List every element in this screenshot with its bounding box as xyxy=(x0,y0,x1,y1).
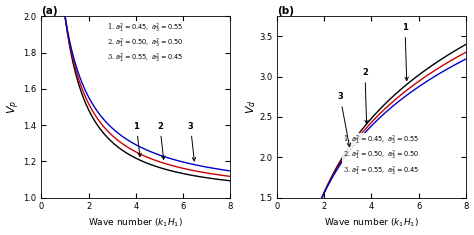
Text: 1: 1 xyxy=(133,122,141,157)
Y-axis label: $V_d$: $V_d$ xyxy=(244,100,258,114)
Text: 3: 3 xyxy=(337,92,351,147)
Y-axis label: $V_p$: $V_p$ xyxy=(6,100,22,114)
X-axis label: Wave number ($k_1H_1$): Wave number ($k_1H_1$) xyxy=(324,217,419,229)
Text: 1. $a_1^{2}=0.45,\ a_3^{2}=0.55$
2. $a_1^{2}=0.50,\ a_3^{2}=0.50$
3. $a_1^{2}=0.: 1. $a_1^{2}=0.45,\ a_3^{2}=0.55$ 2. $a_1… xyxy=(108,22,184,65)
Text: (b): (b) xyxy=(277,6,294,16)
X-axis label: Wave number ($k_1H_1$): Wave number ($k_1H_1$) xyxy=(88,217,183,229)
Text: 1: 1 xyxy=(402,23,408,81)
Text: 1. $a_1^{2}=0.45,\ a_3^{2}=0.55$
2. $a_1^{2}=0.50,\ a_3^{2}=0.50$
3. $a_1^{2}=0.: 1. $a_1^{2}=0.45,\ a_3^{2}=0.55$ 2. $a_1… xyxy=(343,134,419,177)
Text: 2: 2 xyxy=(157,122,165,159)
Text: (a): (a) xyxy=(41,6,58,16)
Text: 3: 3 xyxy=(188,122,196,161)
Text: 2: 2 xyxy=(362,68,368,124)
